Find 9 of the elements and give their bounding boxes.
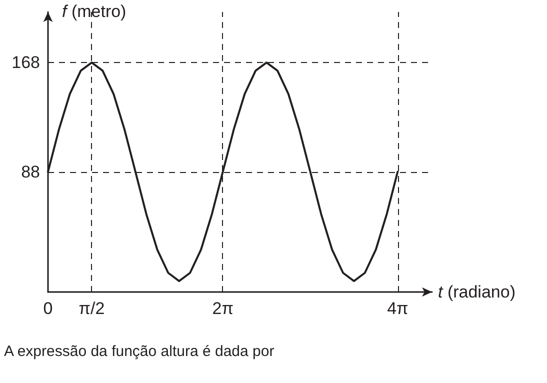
y-axis-title: f (metro) <box>62 2 126 21</box>
x-axis-title: t (radiano) <box>438 282 516 302</box>
x-tick-label: π/2 <box>78 299 105 318</box>
text: A expressão da função altura é dada por <box>4 343 274 360</box>
x-tick-label: 2π <box>212 299 234 318</box>
x-tick-label: 4π <box>387 299 408 318</box>
y-tick-label: 88 <box>21 162 40 182</box>
y-tick-label: 168 <box>12 53 40 72</box>
x-tick-label: 0 <box>43 299 53 318</box>
